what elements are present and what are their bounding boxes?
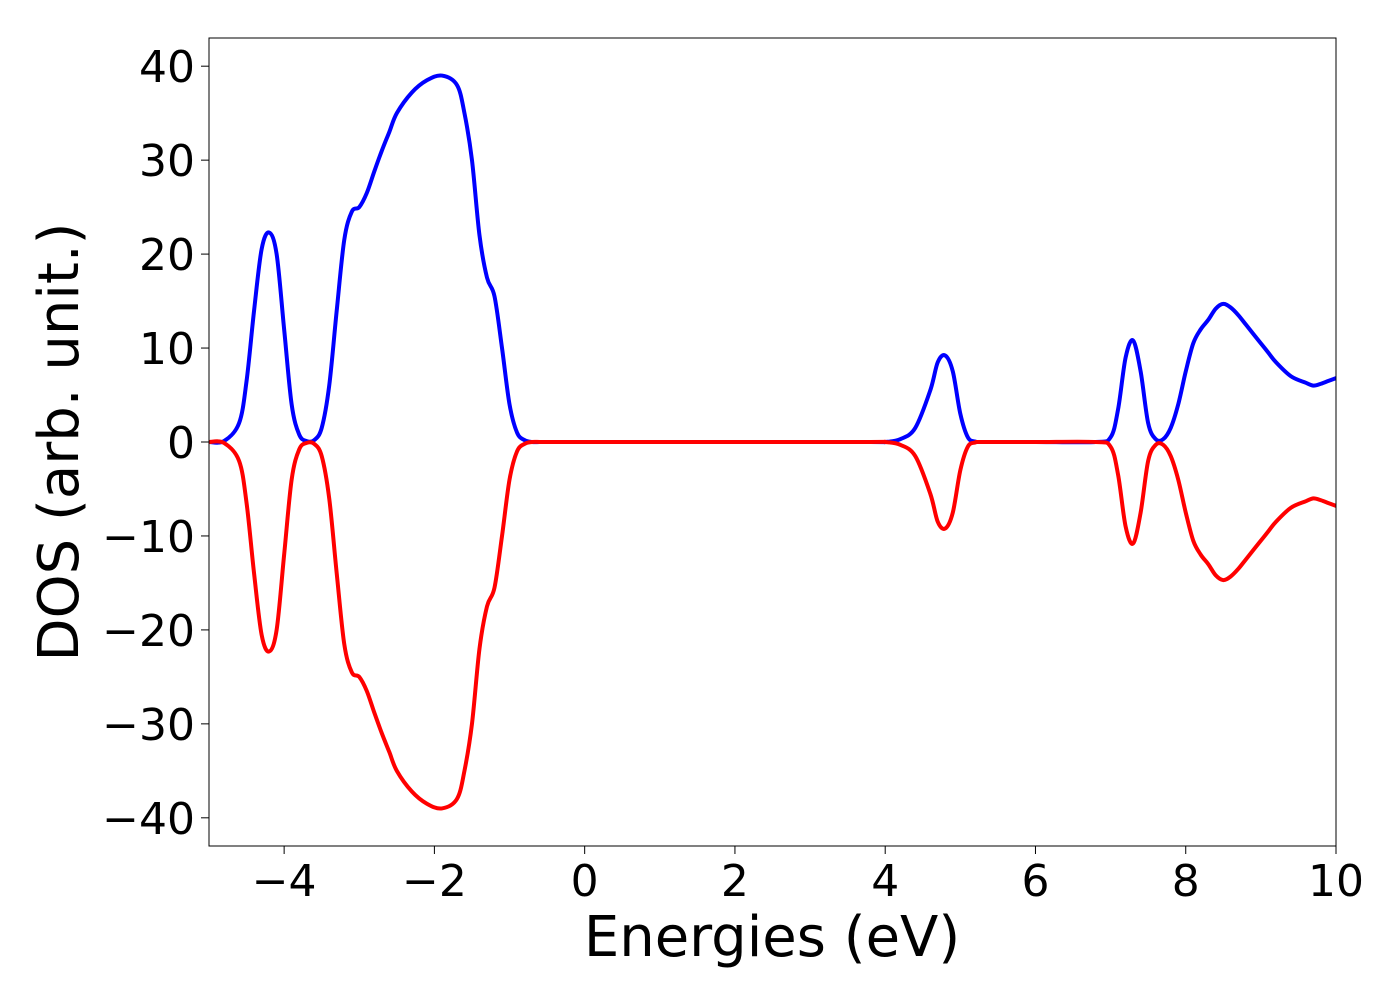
series-layer xyxy=(209,73,1336,811)
y-tick-label: −10 xyxy=(102,512,195,563)
x-tick-label: 6 xyxy=(1021,856,1049,907)
y-tick-label: 10 xyxy=(139,324,195,375)
y-tick-label: −40 xyxy=(102,794,195,845)
y-axis-label: DOS (arb. unit.) xyxy=(27,222,92,661)
y-tick-label: 40 xyxy=(139,42,195,93)
x-tick-label: −4 xyxy=(252,856,317,907)
x-axis: −4 −2 0 2 4 6 8 10 xyxy=(252,846,1364,907)
series-line-2 xyxy=(209,439,1336,811)
y-tick-label: −20 xyxy=(102,606,195,657)
x-tick-label: 4 xyxy=(871,856,899,907)
x-tick-label: 2 xyxy=(721,856,749,907)
y-tick-label: 30 xyxy=(139,136,195,187)
y-tick-label: −30 xyxy=(102,700,195,751)
y-axis: 40 30 20 10 0 −10 −20 −30 −40 xyxy=(102,42,209,845)
y-tick-label: 0 xyxy=(167,418,195,469)
x-axis-label: Energies (eV) xyxy=(584,905,960,970)
x-tick-label: 0 xyxy=(571,856,599,907)
x-tick-label: 8 xyxy=(1172,856,1200,907)
y-tick-label: 20 xyxy=(139,230,195,281)
x-tick-label: 10 xyxy=(1308,856,1364,907)
x-tick-label: −2 xyxy=(402,856,467,907)
